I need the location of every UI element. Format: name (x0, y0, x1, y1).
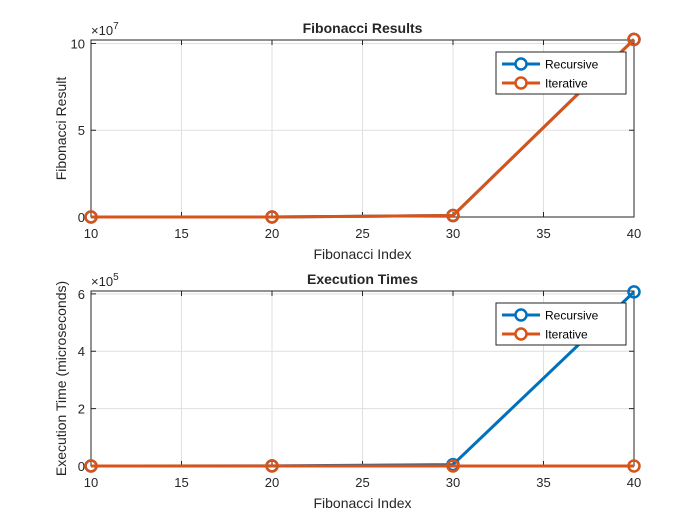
data-point (84, 210, 98, 224)
y-tick-label: 5 (78, 123, 85, 138)
x-tick-label: 10 (84, 475, 98, 490)
y-exponent-label: ×107 (91, 21, 119, 38)
legend: Recursive Iterative (495, 302, 627, 346)
legend-marker (514, 327, 528, 341)
data-point (627, 32, 641, 47)
x-tick-label: 40 (627, 475, 641, 490)
x-tick-label: 35 (536, 475, 550, 490)
x-axis-label: Fibonacci Index (313, 495, 411, 511)
x-tick-label: 10 (84, 226, 98, 241)
x-tick-label: 20 (265, 226, 279, 241)
legend-entry-label: Recursive (545, 309, 599, 323)
series-line (90, 38, 636, 219)
y-tick-label: 6 (78, 287, 85, 302)
data-point (446, 459, 460, 473)
x-tick-label: 30 (446, 226, 460, 241)
chart-title: Execution Times (307, 271, 418, 287)
chart-title: Fibonacci Results (303, 20, 423, 36)
series-2 (84, 459, 641, 473)
legend-marker (514, 76, 528, 90)
legend: Recursive Iterative (495, 51, 627, 95)
y-axis-label: Execution Time (microseconds) (53, 281, 69, 476)
chart-1: 10 15 20 25 30 35 40 0 5 10 ×107 Fibonacci Results F… (53, 20, 641, 262)
x-tick-label: 25 (355, 226, 369, 241)
x-tick-label: 35 (536, 226, 550, 241)
y-axis-label: Fibonacci Result (53, 77, 69, 181)
x-tick-label: 25 (355, 475, 369, 490)
data-point (84, 459, 98, 473)
y-tick-label: 10 (71, 36, 85, 51)
x-tick-label: 40 (627, 226, 641, 241)
legend-marker (514, 57, 528, 71)
series-2 (84, 32, 641, 224)
x-tick-label: 15 (174, 226, 188, 241)
data-point (265, 459, 279, 473)
data-point (265, 210, 279, 224)
legend-entry-label: Iterative (545, 328, 588, 342)
y-tick-label: 4 (78, 344, 85, 359)
legend-entry-label: Recursive (545, 58, 599, 72)
y-tick-label: 2 (78, 402, 85, 417)
y-exponent-label: ×105 (91, 272, 119, 289)
legend-entry-label: Iterative (545, 77, 588, 91)
data-point (446, 208, 460, 223)
x-tick-label: 30 (446, 475, 460, 490)
y-tick-label: 0 (78, 459, 85, 474)
x-tick-label: 20 (265, 475, 279, 490)
y-tick-label: 0 (78, 210, 85, 225)
x-tick-label: 15 (174, 475, 188, 490)
legend-marker (514, 308, 528, 322)
data-point (627, 285, 641, 299)
data-point (627, 459, 641, 473)
chart-2: 10 15 20 25 30 35 40 0 2 4 6 ×105 Execution Times Fib… (53, 271, 641, 511)
x-axis-label: Fibonacci Index (313, 246, 411, 262)
